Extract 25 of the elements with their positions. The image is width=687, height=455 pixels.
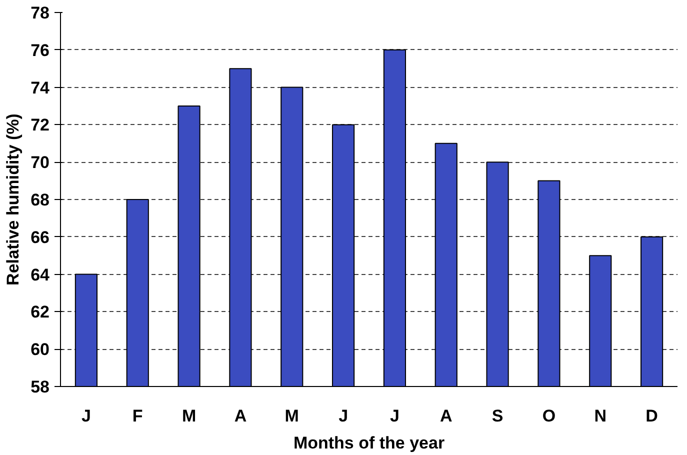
x-tick-label: O [542,406,556,426]
y-tick-label: 60 [30,340,50,360]
x-tick-label: M [284,406,299,426]
y-tick-label: 78 [30,4,50,22]
y-tick-label: 76 [30,40,50,60]
y-tick-label: 70 [30,153,50,172]
y-tick-label: 68 [30,190,50,210]
y-tick-label: 66 [30,228,50,247]
x-axis-title: Months of the year [293,434,445,452]
y-axis-title: Relative humidity (%) [4,114,23,286]
x-tick-label: J [81,406,91,426]
x-tick-label: M [182,406,196,426]
x-tick-label: S [492,406,504,426]
x-tick-label: A [234,406,247,426]
y-tick-label: 64 [30,265,50,284]
y-tick-label: 72 [30,116,50,135]
y-tick-label: 58 [30,378,50,396]
x-tick-label: J [338,406,348,426]
y-tick-label: 74 [30,78,50,98]
y-tick-label: 62 [30,302,50,322]
x-tick-label: J [390,406,400,426]
x-tick-label: F [132,406,143,426]
x-tick-label: A [440,406,452,426]
x-tick-label: N [594,406,607,426]
x-tick-label: D [646,406,658,426]
